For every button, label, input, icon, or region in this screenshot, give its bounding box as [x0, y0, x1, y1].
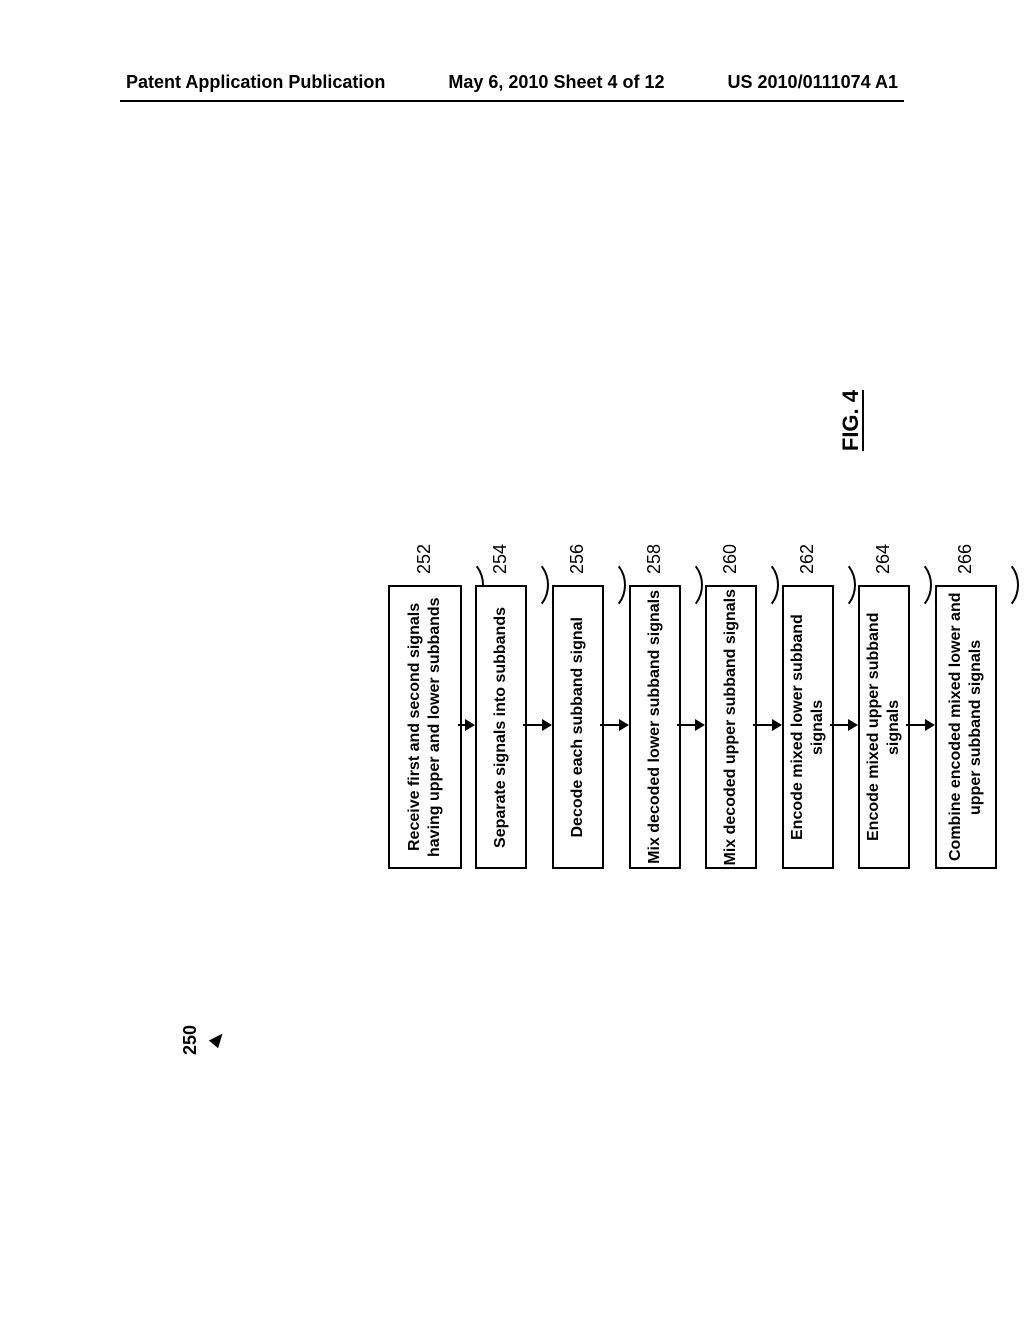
flow-box-text: Receive first and second signals having …: [405, 587, 445, 867]
ref-label: 262: [797, 544, 818, 574]
flow-box: Decode each subband signal: [552, 585, 604, 869]
figure-area: 250 FIG. 4 Receive first and second sign…: [120, 140, 904, 1200]
figure-caption: FIG. 4: [838, 390, 864, 451]
arrow-head-icon: [772, 719, 782, 731]
ref-label: 266: [955, 544, 976, 574]
flow-box-text: Separate signals into subbands: [491, 607, 511, 848]
flow-box-text: Encode mixed lower subband signals: [788, 587, 828, 867]
flow-box: Receive first and second signals having …: [388, 585, 462, 869]
arrow-line: [753, 724, 774, 726]
arrow-head-icon: [925, 719, 935, 731]
header-rule: [120, 100, 904, 102]
flow-box: Combine encoded mixed lower and upper su…: [935, 585, 997, 869]
arrow-head-icon: [695, 719, 705, 731]
flow-box: Mix decoded lower subband signals: [629, 585, 681, 869]
ref-arc: [586, 559, 626, 611]
flow-box-text: Decode each subband signal: [568, 617, 588, 838]
arrow-line: [830, 724, 850, 726]
arrow-line: [906, 724, 927, 726]
arrow-head-icon: [542, 719, 552, 731]
ref-label: 264: [873, 544, 894, 574]
flow-box: Encode mixed lower subband signals: [782, 585, 834, 869]
ref-label: 260: [720, 544, 741, 574]
arrow-line: [600, 724, 621, 726]
arrow-head-icon: [848, 719, 858, 731]
header-left: Patent Application Publication: [126, 72, 385, 93]
arrow-head-icon: [619, 719, 629, 731]
flow-box-text: Encode mixed upper subband signals: [864, 587, 904, 867]
ref-arc: [663, 559, 703, 611]
arrow-line: [677, 724, 697, 726]
ref-label: 254: [490, 544, 511, 574]
origin-arrow-icon: [209, 1030, 227, 1048]
ref-label: 252: [414, 544, 435, 574]
ref-label: 258: [644, 544, 665, 574]
ref-arc: [509, 559, 549, 611]
flow-box: Mix decoded upper subband signals: [705, 585, 757, 869]
flow-box: Encode mixed upper subband signals: [858, 585, 910, 869]
ref-label: 256: [567, 544, 588, 574]
flow-box-text: Combine encoded mixed lower and upper su…: [946, 587, 986, 867]
arrow-head-icon: [465, 719, 475, 731]
origin-label: 250: [180, 1025, 201, 1055]
ref-arc: [816, 559, 856, 611]
ref-arc: [979, 559, 1019, 611]
flow-box: Separate signals into subbands: [475, 585, 527, 869]
flow-box-text: Mix decoded lower subband signals: [645, 590, 665, 864]
ref-arc: [892, 559, 932, 611]
header-right: US 2010/0111074 A1: [728, 72, 898, 93]
ref-arc: [739, 559, 779, 611]
arrow-line: [523, 724, 544, 726]
page-header: Patent Application Publication May 6, 20…: [0, 72, 1024, 93]
flow-box-text: Mix decoded upper subband signals: [721, 589, 741, 865]
header-center: May 6, 2010 Sheet 4 of 12: [448, 72, 664, 93]
